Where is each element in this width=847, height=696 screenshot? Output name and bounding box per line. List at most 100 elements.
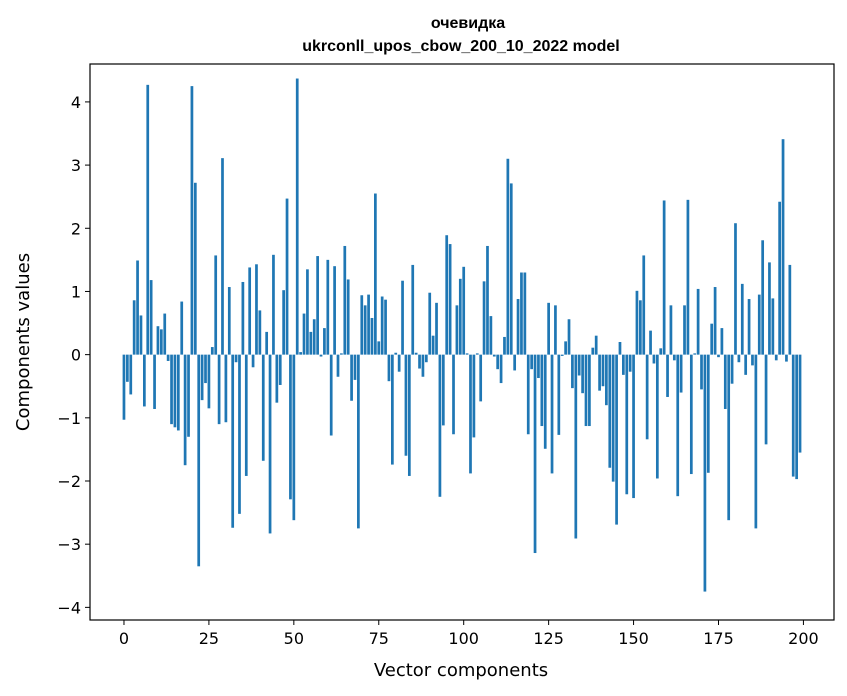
y-tick-label: −1 <box>57 409 81 428</box>
bar <box>577 354 581 376</box>
bar <box>214 255 218 355</box>
bar <box>200 354 204 401</box>
bar <box>285 198 289 355</box>
bar <box>557 354 561 435</box>
y-tick-label: −2 <box>57 472 81 491</box>
bar <box>404 354 408 456</box>
bar <box>272 254 275 355</box>
bar <box>190 86 194 355</box>
bar <box>496 354 500 370</box>
bar <box>720 328 724 355</box>
bar <box>241 281 245 355</box>
bar <box>380 296 384 355</box>
bar <box>513 354 517 371</box>
bar <box>584 354 588 427</box>
bar <box>757 294 761 355</box>
bar <box>700 354 703 390</box>
bar <box>475 353 479 355</box>
x-axis-label: Vector components <box>374 660 548 681</box>
bar <box>258 310 262 355</box>
bar <box>289 354 292 500</box>
bar <box>672 354 676 361</box>
bar <box>170 354 173 425</box>
bar <box>649 330 652 355</box>
bar <box>645 354 649 440</box>
chart-title: очевидка <box>431 15 505 32</box>
bar <box>795 354 798 480</box>
y-tick-label: −3 <box>57 535 81 554</box>
bar <box>686 199 690 355</box>
bar <box>791 354 795 477</box>
bar <box>391 354 394 465</box>
bar <box>533 354 537 554</box>
bar <box>564 341 567 355</box>
y-tick-label: −4 <box>57 598 81 617</box>
bar <box>662 200 666 355</box>
bar <box>730 354 734 384</box>
bar <box>479 354 483 402</box>
bar <box>210 347 214 355</box>
bar <box>581 354 584 394</box>
bar <box>761 240 765 355</box>
bar <box>537 354 540 379</box>
bar <box>605 354 608 406</box>
bar <box>282 290 285 355</box>
y-tick-label: 2 <box>71 219 81 238</box>
bar <box>244 354 248 476</box>
bar <box>224 354 228 423</box>
y-tick-label: 3 <box>71 156 81 175</box>
bar <box>679 354 683 393</box>
bar <box>414 352 418 355</box>
bar <box>153 354 156 409</box>
bar <box>333 266 336 355</box>
bar <box>448 244 452 355</box>
bar <box>401 280 404 355</box>
bar <box>187 354 190 437</box>
x-tick-label: 125 <box>533 629 564 648</box>
bar <box>540 354 544 427</box>
bar <box>251 354 255 368</box>
bar <box>139 315 143 355</box>
bar <box>717 354 720 358</box>
bar <box>723 354 727 409</box>
bar <box>472 354 476 438</box>
bar <box>431 335 435 355</box>
bar <box>506 158 510 355</box>
bar <box>360 295 364 355</box>
bar <box>560 354 564 356</box>
bar <box>407 354 411 476</box>
bar <box>509 183 513 355</box>
x-tick-label: 200 <box>788 629 819 648</box>
bar <box>744 354 748 375</box>
bar <box>611 354 615 482</box>
bar <box>666 354 669 397</box>
bar <box>781 139 785 355</box>
bar <box>683 305 686 355</box>
bar <box>543 354 547 449</box>
bar <box>146 84 150 355</box>
bar <box>632 354 635 499</box>
bar <box>639 300 642 355</box>
bar <box>482 281 486 355</box>
bar <box>384 299 387 355</box>
y-tick-label: 4 <box>71 93 81 112</box>
bar <box>774 354 778 361</box>
bar <box>156 326 160 355</box>
bar <box>323 328 326 355</box>
bar <box>295 78 299 355</box>
bar <box>571 354 574 389</box>
bar <box>397 354 401 372</box>
bar <box>489 316 493 355</box>
x-tick-label: 0 <box>119 629 129 648</box>
bar <box>659 348 663 355</box>
bar <box>523 272 527 355</box>
bar <box>421 354 425 377</box>
bar <box>445 235 449 355</box>
bar <box>418 354 421 369</box>
bar <box>499 354 503 384</box>
bar <box>713 287 717 355</box>
bar <box>628 354 632 372</box>
bar <box>346 279 350 355</box>
bar <box>486 245 489 355</box>
